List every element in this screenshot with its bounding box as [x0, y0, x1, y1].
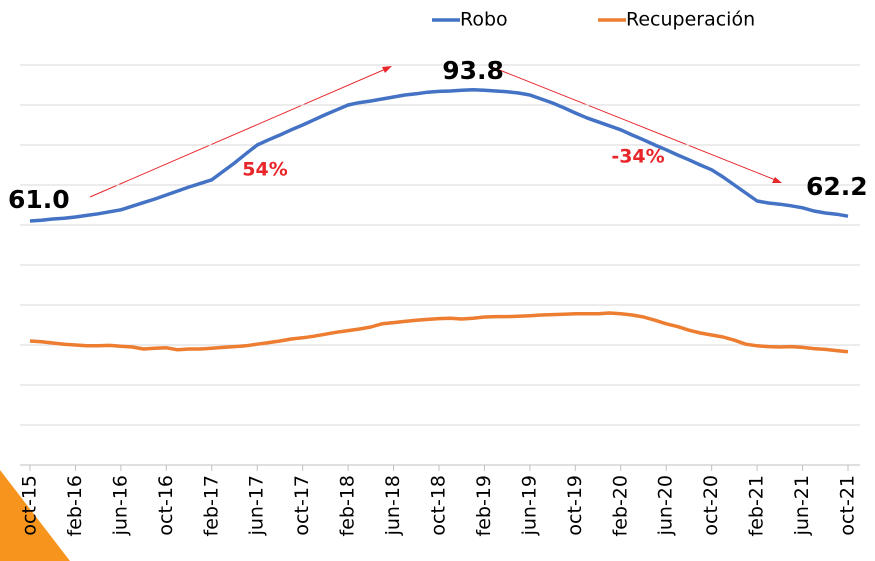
x-tick-label: feb-21	[746, 475, 768, 536]
data-label: 93.8	[442, 56, 504, 85]
x-tick-label: oct-21	[837, 475, 859, 536]
x-tick-label: oct-18	[428, 475, 450, 536]
x-tick-label: feb-16	[64, 475, 86, 536]
x-tick-label: oct-16	[155, 475, 177, 536]
data-label: 61.0	[8, 185, 70, 214]
trend-arrow	[89, 67, 389, 198]
series-line	[29, 311, 849, 354]
trend-arrow	[491, 66, 779, 182]
legend-label: Robo	[460, 9, 508, 31]
annotation: -34%	[611, 146, 664, 168]
x-tick-label: jun-16	[109, 475, 131, 536]
corner-decoration	[0, 470, 70, 561]
x-tick-label: feb-17	[200, 475, 222, 536]
x-tick-label: feb-18	[337, 475, 359, 536]
arrow-head	[382, 66, 392, 73]
legend-label: Recuperación	[626, 9, 755, 31]
arrow-head	[772, 177, 782, 183]
x-tick-label: jun-21	[791, 475, 813, 536]
x-tick-label: oct-17	[291, 475, 313, 536]
x-tick-label: oct-20	[700, 475, 722, 536]
x-tick-label: oct-19	[564, 475, 586, 536]
x-tick-label: oct-15	[19, 475, 41, 536]
x-tick-label: feb-20	[609, 475, 631, 536]
annotation: 54%	[242, 159, 287, 181]
x-tick-label: jun-19	[518, 475, 540, 536]
data-label: 62.2	[806, 172, 868, 201]
x-tick-label: jun-20	[655, 475, 677, 536]
series-line	[29, 88, 849, 223]
x-tick-label: jun-17	[246, 475, 268, 536]
x-tick-label: jun-18	[382, 475, 404, 536]
x-tick-label: feb-19	[473, 475, 495, 536]
